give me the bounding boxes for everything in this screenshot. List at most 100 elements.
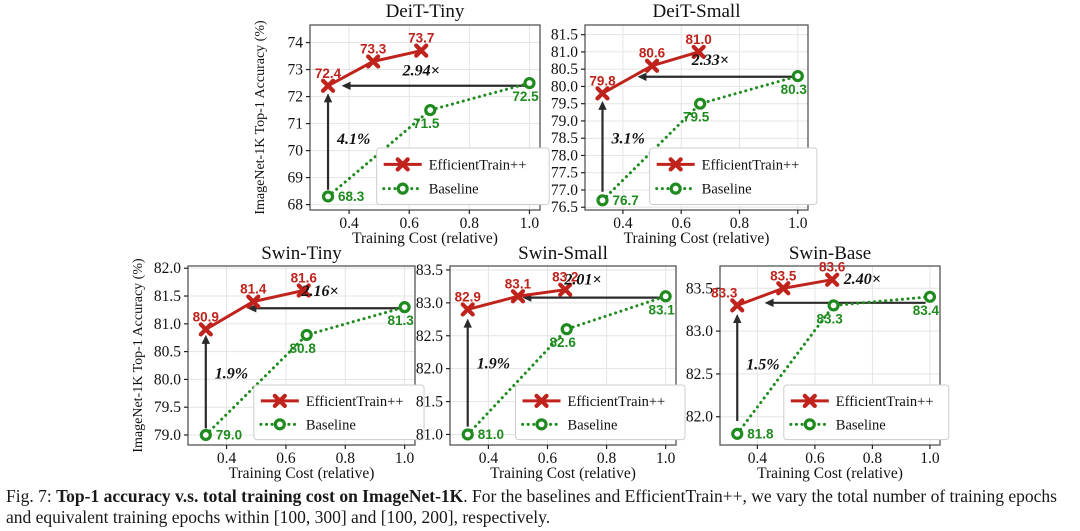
y-tick-label: 82.0: [416, 361, 443, 378]
y-tick-label: 80.5: [551, 61, 578, 78]
data-point-label: 83.2: [552, 270, 578, 285]
y-tick-label: 81.0: [551, 44, 578, 61]
x-axis-label: Training Cost (relative): [229, 465, 375, 482]
x-tick-label: 0.6: [672, 215, 692, 232]
y-tick-label: 68: [288, 197, 304, 214]
legend-box: [515, 384, 686, 441]
caption-bold-text: Top-1 accuracy v.s. total training cost …: [56, 486, 464, 506]
data-point-label: 83.3: [816, 311, 843, 326]
legend-box: [253, 384, 425, 441]
plot-border: [187, 265, 416, 446]
x-tick-label: 0.6: [805, 450, 825, 467]
legend-label-baseline: Baseline: [568, 417, 618, 433]
chart-title: Swin-Small: [518, 243, 608, 264]
data-point-x-marker: [198, 322, 213, 337]
y-tick-label: 71: [288, 116, 304, 133]
data-point-x-marker: [644, 58, 660, 73]
data-point-label: 79.5: [683, 110, 710, 125]
y-tick-label: 82.0: [154, 260, 181, 277]
data-point-label: 80.3: [781, 82, 808, 97]
x-tick-label: 1.0: [520, 215, 540, 232]
legend-circle-marker: [669, 182, 682, 195]
legend-label-efficienttrain: EfficientTrain++: [702, 157, 800, 173]
y-tick-label: 83.0: [416, 295, 443, 312]
data-point-x-marker: [558, 282, 573, 297]
gain-arrowhead: [733, 313, 742, 323]
x-axis-label: Training Cost (relative): [624, 230, 770, 247]
data-point-label: 81.4: [240, 282, 267, 297]
data-point-x-marker: [320, 78, 336, 93]
legend-circle-marker: [535, 418, 548, 431]
legend-box: [376, 147, 550, 205]
series-line-baseline: [600, 74, 800, 202]
data-point-circle-marker: [321, 190, 335, 203]
chart-swin-small: 0.4 0.6 0.8 1.0 81.0 81.5 82.0 82.5 83.0 83.5 Swin…: [416, 243, 686, 482]
data-point-circle-marker: [731, 427, 744, 440]
x-tick-label: 0.4: [613, 215, 633, 232]
data-point-label: 73.3: [360, 41, 387, 56]
y-tick-label: 80.0: [154, 371, 181, 388]
y-tick-label: 78.5: [551, 130, 578, 147]
data-point-circle-marker: [461, 428, 474, 441]
y-tick-label: 76.5: [551, 199, 578, 216]
gain-arrowhead: [201, 334, 211, 344]
chart-swin-tiny: 0.4 0.6 0.8 1.0 79.0 79.5 80.0 80.5 81.0 81.5 82.0…: [131, 243, 425, 482]
speedup-label: 2.01×: [563, 271, 601, 288]
caption-text-after-bold: . For the baselines and EfficientTrain++…: [463, 486, 1057, 506]
y-tick-label: 77.0: [551, 182, 578, 199]
data-point-circle-marker: [827, 299, 840, 312]
y-tick-label: 72: [288, 89, 304, 106]
speedup-label: 2.40×: [843, 271, 881, 288]
data-point-label: 81.3: [387, 313, 414, 328]
plot-border: [719, 265, 941, 446]
data-point-circle-marker: [523, 76, 536, 90]
legend-label-baseline: Baseline: [306, 417, 356, 433]
chart-title: Swin-Base: [789, 243, 871, 264]
x-tick-label: 0.8: [336, 450, 356, 467]
data-point-label: 81.6: [291, 270, 318, 285]
data-point-circle-marker: [694, 97, 707, 110]
data-point-x-marker: [691, 44, 706, 60]
data-point-label: 80.8: [290, 341, 317, 356]
caption-line2: and equivalent training epochs within [1…: [6, 507, 551, 527]
data-point-label: 82.6: [550, 335, 577, 350]
data-point-label: 72.5: [512, 89, 539, 104]
y-tick-label: 79.0: [154, 427, 181, 444]
data-point-x-marker: [460, 302, 475, 317]
legend-x-marker: [272, 393, 287, 408]
data-point-label: 73.7: [408, 31, 434, 46]
y-tick-label: 79.0: [551, 113, 578, 130]
data-point-circle-marker: [199, 428, 212, 442]
data-point-x-marker: [776, 281, 791, 296]
data-point-circle-marker: [791, 69, 804, 83]
y-tick-label: 78.0: [551, 147, 578, 164]
legend-circle-marker: [803, 418, 816, 431]
data-point-x-marker: [246, 294, 261, 309]
legend-box: [783, 384, 950, 441]
y-axis-label: ImageNet-1K Top-1 Accuracy (%): [131, 258, 146, 453]
gain-arrowhead: [463, 318, 472, 328]
data-point-label: 79.8: [589, 73, 616, 88]
speedup-arrowhead: [341, 81, 351, 90]
data-point-circle-marker: [300, 328, 313, 342]
y-tick-label: 70: [288, 143, 304, 160]
x-axis-label: Training Cost (relative): [757, 465, 903, 482]
y-tick-label: 81.5: [154, 288, 181, 305]
legend-x-marker: [395, 157, 410, 172]
chart-deit-tiny: 0.4 0.6 0.8 1.0 68 69 70 71 72 73 74 DeiT-Tiny Train…: [253, 1, 550, 247]
data-point-x-marker: [296, 283, 311, 298]
data-point-circle-marker: [560, 323, 573, 336]
gain-label: 1.9%: [215, 365, 248, 382]
y-tick-label: 83.5: [416, 262, 443, 279]
legend-label-baseline: Baseline: [836, 417, 886, 433]
x-tick-label: 0.6: [276, 450, 296, 467]
y-tick-label: 79.5: [551, 96, 578, 113]
legend-label-efficienttrain: EfficientTrain++: [568, 394, 666, 410]
data-point-label: 82.9: [455, 289, 481, 304]
gain-label: 1.9%: [477, 356, 510, 373]
data-point-label: 68.3: [338, 189, 365, 204]
x-tick-label: 0.8: [730, 215, 750, 232]
legend-label-efficienttrain: EfficientTrain++: [836, 394, 934, 410]
data-point-label: 83.5: [770, 268, 797, 283]
legend-label-baseline: Baseline: [702, 182, 752, 198]
